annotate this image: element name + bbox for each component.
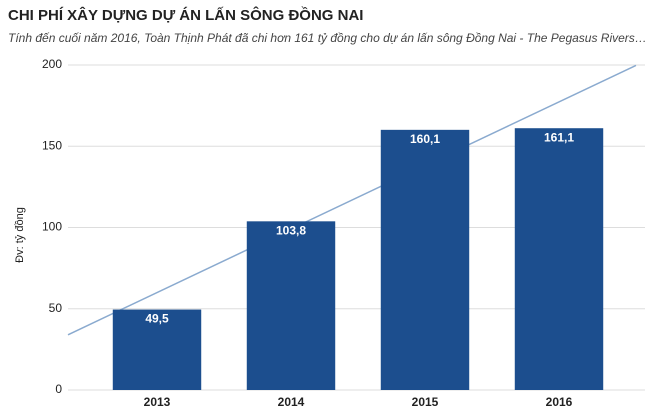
trend-line xyxy=(67,64,637,336)
bar xyxy=(514,128,604,390)
y-tick-label: 200 xyxy=(42,57,62,71)
value-label: 160,1 xyxy=(410,132,440,146)
x-tick-label: 2015 xyxy=(412,395,439,409)
x-tick-label: 2016 xyxy=(546,395,573,409)
y-tick-label: 150 xyxy=(42,138,62,152)
chart-subtitle: Tính đến cuối năm 2016, Toàn Thịnh Phát … xyxy=(8,31,647,45)
x-tick-label: 2014 xyxy=(278,395,305,409)
y-tick-label: 100 xyxy=(42,220,62,234)
value-label: 161,1 xyxy=(544,130,574,144)
y-axis-label: Đv: tỷ đồng xyxy=(14,207,26,263)
chart-title: CHI PHÍ XÂY DỰNG DỰ ÁN LẤN SÔNG ĐỒNG NAI xyxy=(8,6,363,24)
y-tick-label: 50 xyxy=(49,301,63,315)
bar xyxy=(246,221,336,390)
value-label: 103,8 xyxy=(276,223,306,237)
x-tick-label: 2013 xyxy=(144,395,171,409)
bar xyxy=(380,129,470,390)
y-tick-label: 0 xyxy=(55,382,62,396)
bar xyxy=(112,309,202,390)
value-label: 49,5 xyxy=(145,312,169,326)
